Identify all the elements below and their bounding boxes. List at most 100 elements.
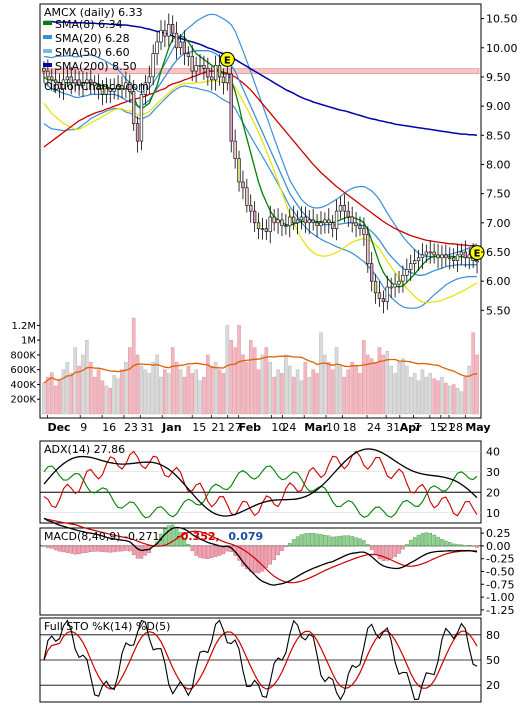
volume-bar xyxy=(85,340,89,415)
price-tick-label: 8.00 xyxy=(486,158,511,171)
candle-body xyxy=(85,79,89,84)
macd-value: -0.271, xyxy=(124,530,163,543)
candle-body xyxy=(163,29,167,37)
macd-histogram-bar xyxy=(299,534,304,547)
candle-body xyxy=(475,260,479,263)
candle-body xyxy=(128,82,132,92)
volume-bar xyxy=(186,365,191,415)
volume-bar xyxy=(116,378,120,415)
macd-histogram-bar xyxy=(241,545,245,567)
candle-body xyxy=(424,251,429,256)
volume-bar xyxy=(350,362,354,415)
macd-histogram-bar xyxy=(401,545,405,550)
macd-histogram-bar xyxy=(424,532,429,547)
candle-body xyxy=(194,65,198,72)
price-tick-label: 9.50 xyxy=(486,71,511,84)
candle-body xyxy=(373,280,378,294)
candle-body xyxy=(171,24,175,34)
candle-body xyxy=(288,216,292,227)
volume-bar xyxy=(221,373,226,415)
volume-bar xyxy=(159,376,163,415)
macd-histogram-bar xyxy=(393,545,397,557)
macd-histogram-bar xyxy=(120,545,124,552)
candle-body xyxy=(291,216,296,224)
volume-bar xyxy=(284,354,288,415)
legend-entry: SMA(50) 6.60 xyxy=(55,46,130,59)
volume-bar xyxy=(170,347,175,415)
candle-body xyxy=(315,222,319,227)
candle-body xyxy=(202,65,206,69)
x-axis-label: 21 xyxy=(441,421,455,434)
adx-line xyxy=(43,448,478,517)
candle-body xyxy=(124,82,128,89)
macd-histogram-bar xyxy=(248,545,253,572)
candle-body xyxy=(405,269,409,276)
resistance-band xyxy=(41,68,480,74)
candle-body xyxy=(100,88,105,95)
candle-body xyxy=(151,53,155,78)
volume-bar xyxy=(377,347,382,415)
minus-di-line xyxy=(43,450,478,517)
volume-bar xyxy=(194,369,198,415)
x-axis-label: Jan xyxy=(161,421,181,434)
volume-bar xyxy=(73,347,77,415)
volume-bar xyxy=(420,369,425,415)
volume-bar xyxy=(155,354,159,415)
volume-bar xyxy=(405,365,409,415)
sma200-line xyxy=(44,20,478,137)
x-axis-label: 16 xyxy=(102,421,116,434)
macd-histogram-bar xyxy=(272,545,276,561)
macd-histogram-bar xyxy=(53,545,58,551)
macd-histogram-bar xyxy=(471,545,475,547)
candle-body xyxy=(186,53,191,57)
macd-histogram-bar xyxy=(46,545,50,548)
volume-bar xyxy=(81,354,85,415)
x-axis-label: 27 xyxy=(228,421,242,434)
macd-histogram-bar xyxy=(135,545,140,559)
volume-bar xyxy=(471,332,475,415)
candle-body xyxy=(57,82,62,89)
candle-body xyxy=(330,222,335,229)
macd-histogram-bar xyxy=(342,535,347,547)
volume-bar xyxy=(295,369,300,415)
candle-body xyxy=(428,251,432,254)
adx-tick-label: 40 xyxy=(486,445,500,458)
candle-body xyxy=(358,225,362,229)
candle-body xyxy=(409,263,413,270)
volume-bar xyxy=(389,365,393,415)
macd-histogram-bar xyxy=(69,545,73,554)
macd-histogram-bar xyxy=(295,536,300,547)
volume-bar xyxy=(163,369,167,415)
macd-histogram-bar xyxy=(366,544,370,547)
x-axis-label: 10 xyxy=(271,421,285,434)
candle-body xyxy=(327,219,331,224)
volume-bar xyxy=(436,380,440,415)
volume-bar xyxy=(112,375,116,415)
volume-bar xyxy=(120,369,124,415)
macd-histogram-bar xyxy=(163,528,167,547)
volume-bar xyxy=(319,332,323,415)
volume-bar xyxy=(366,354,370,415)
price-tick-label: 5.50 xyxy=(486,304,511,317)
macd-histogram-bar xyxy=(362,540,366,547)
candle-body xyxy=(377,292,382,299)
macd-histogram-bar xyxy=(444,540,448,547)
candle-body xyxy=(116,85,120,89)
candle-body xyxy=(369,263,374,282)
macd-histogram-bar xyxy=(432,534,436,547)
volume-bar xyxy=(229,340,233,415)
candle-body xyxy=(221,76,226,84)
price-candles xyxy=(42,13,479,314)
candle-body xyxy=(178,41,183,49)
candle-body xyxy=(416,257,421,261)
candle-body xyxy=(214,65,218,81)
candle-body xyxy=(143,82,148,95)
macd-histogram-bar xyxy=(463,545,468,547)
volume-bar xyxy=(268,362,273,415)
volume-bar xyxy=(42,382,46,415)
macd-histogram-bar xyxy=(455,544,460,547)
volume-bar xyxy=(463,376,468,415)
candle-body xyxy=(463,251,468,259)
candle-body xyxy=(268,216,272,232)
